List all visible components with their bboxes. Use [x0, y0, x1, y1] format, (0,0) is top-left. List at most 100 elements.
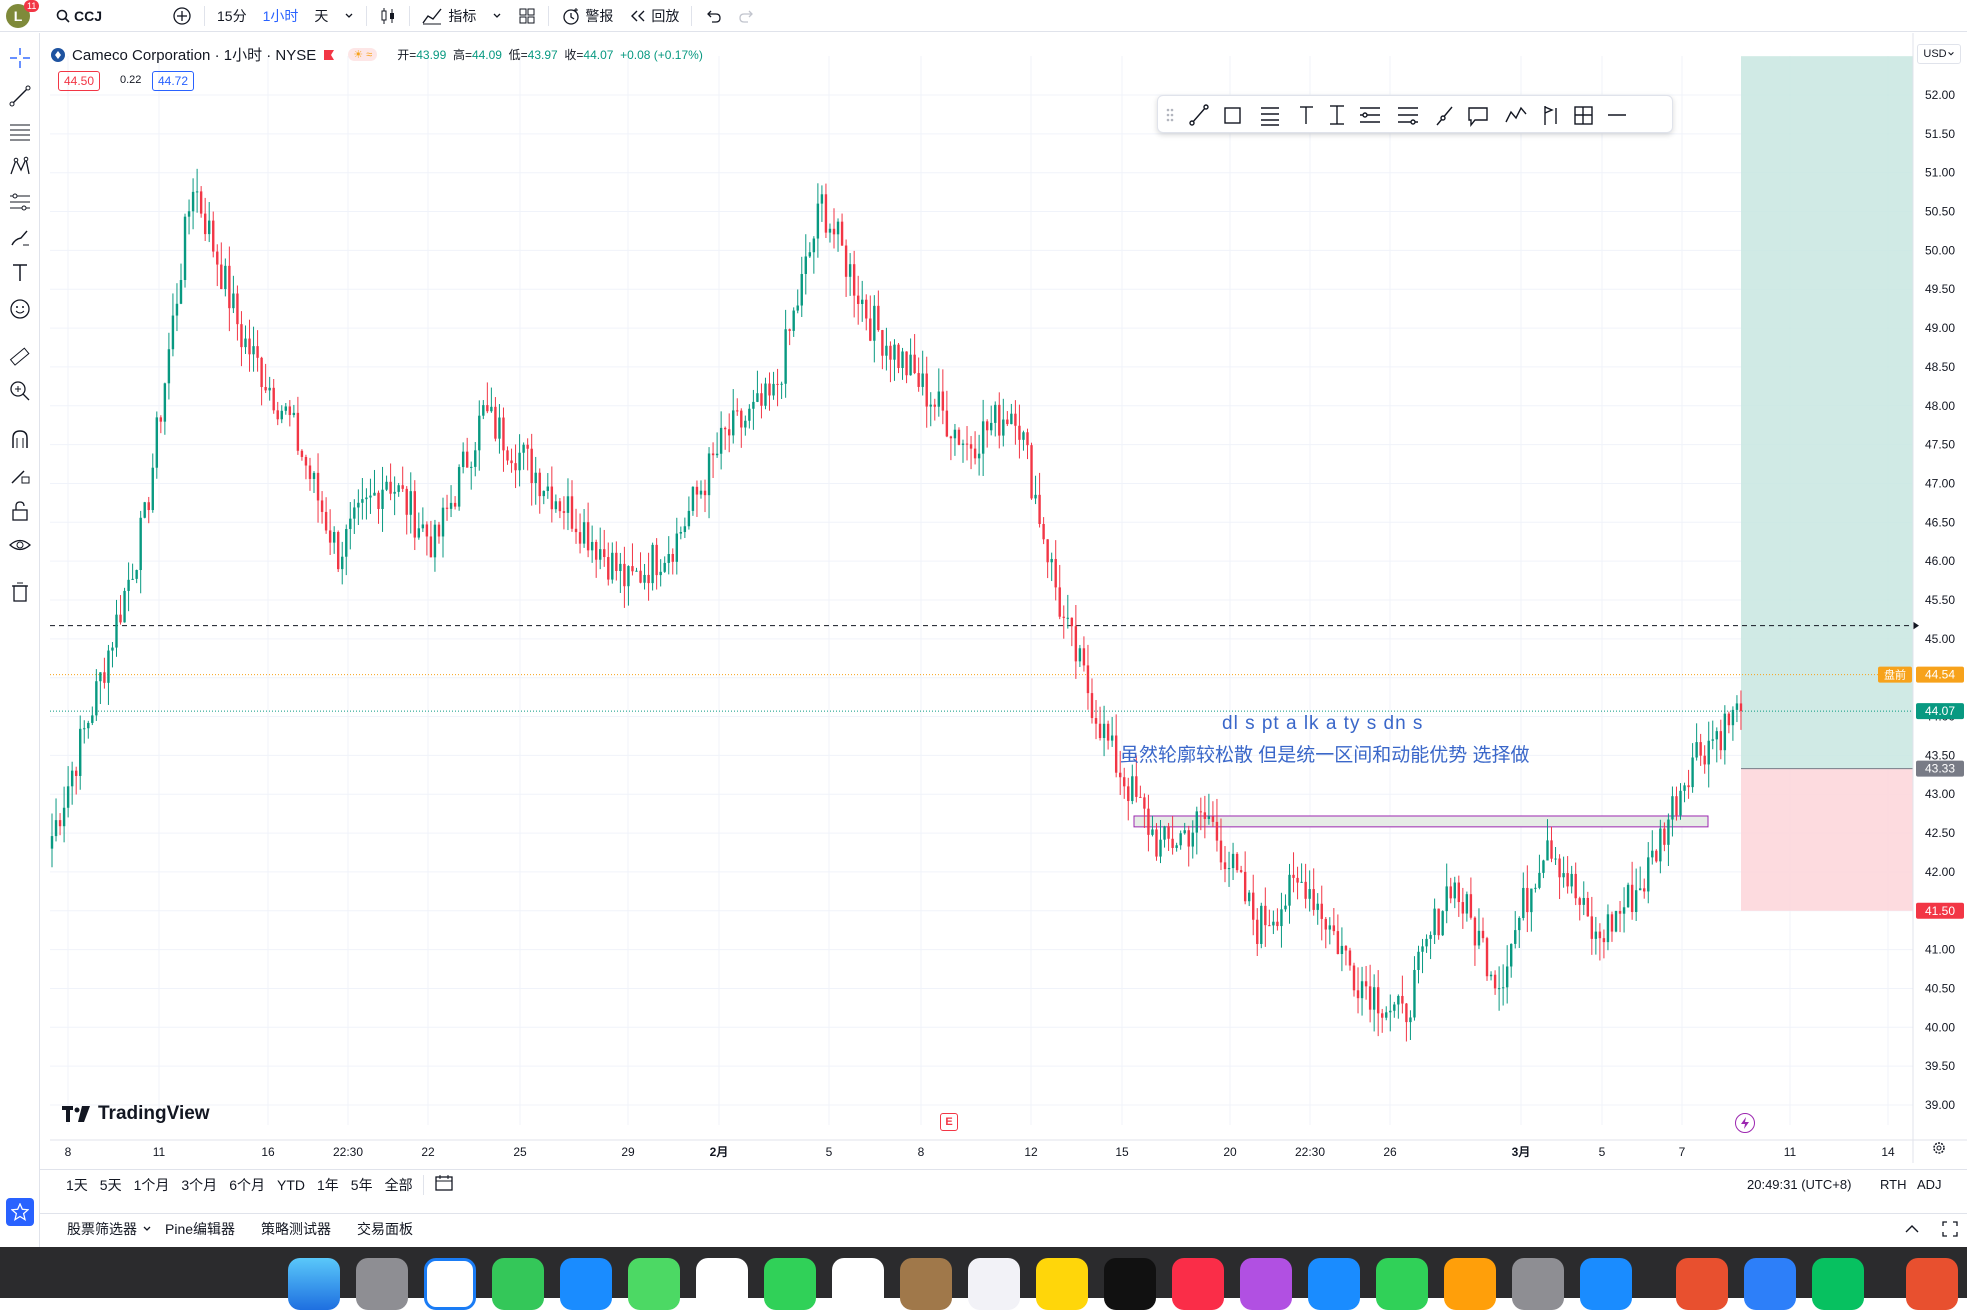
candle-body	[546, 486, 550, 491]
candle-body	[66, 786, 70, 808]
market-status-badge[interactable]: ☀ ≈	[348, 48, 378, 61]
crosshair-tool[interactable]	[8, 46, 32, 70]
forecast-tool[interactable]	[8, 190, 32, 214]
candle-body	[562, 511, 566, 513]
replay-button[interactable]: 回放	[621, 0, 687, 32]
measure-tool[interactable]	[8, 345, 32, 369]
tab-trading-panel[interactable]: 交易面板	[357, 1220, 414, 1237]
range-1d[interactable]: 1天	[66, 1176, 88, 1193]
app-store-icon[interactable]	[1580, 1258, 1632, 1310]
currency-selector[interactable]: USD	[1917, 44, 1961, 64]
adjust-toggle[interactable]: ADJ	[1917, 1177, 1942, 1192]
tradingview-logo[interactable]: TradingView	[62, 1103, 210, 1125]
candle-body	[647, 574, 650, 584]
candle-body	[276, 410, 279, 420]
pattern-tool[interactable]	[8, 155, 32, 179]
podcasts-icon[interactable]	[1240, 1258, 1292, 1310]
emoji-tool[interactable]	[8, 297, 32, 321]
photos-icon[interactable]	[696, 1258, 748, 1310]
app-icon-red[interactable]	[1676, 1258, 1728, 1310]
goto-date-button[interactable]	[428, 1174, 460, 1195]
brush-tool[interactable]	[8, 226, 32, 250]
range-5y[interactable]: 5年	[350, 1176, 373, 1193]
calendar-icon[interactable]	[832, 1258, 884, 1310]
range-all[interactable]: 全部	[384, 1176, 413, 1193]
candle-body	[711, 453, 715, 456]
contacts-icon[interactable]	[900, 1258, 952, 1310]
lock-all-tool[interactable]	[8, 499, 32, 523]
facetime-icon[interactable]	[764, 1258, 816, 1310]
pencil-lock-icon	[11, 470, 30, 484]
chart-annotation-line2[interactable]: 虽然轮廓较松散 但是统一区间和动能优势 选择做	[1120, 745, 1530, 766]
tab-stock-screener[interactable]: 股票筛选器	[67, 1220, 137, 1237]
pages-icon[interactable]	[1444, 1258, 1496, 1310]
remove-drawings-tool[interactable]	[8, 580, 32, 604]
app-icon-orange[interactable]	[1906, 1258, 1958, 1310]
interval-15m[interactable]: 15分	[217, 7, 247, 24]
maximize-icon[interactable]	[1942, 1220, 1958, 1237]
price-tick-label: 50.00	[1925, 243, 1955, 257]
earnings-marker[interactable]: E	[940, 1113, 958, 1131]
trend-line-tool[interactable]	[8, 84, 32, 108]
messages-icon[interactable]	[492, 1258, 544, 1310]
undo-button[interactable]	[696, 0, 730, 32]
numbers-icon[interactable]	[1376, 1258, 1428, 1310]
favorites-tool[interactable]	[6, 1198, 34, 1226]
indicators-dropdown[interactable]	[484, 0, 510, 32]
range-ytd[interactable]: YTD	[276, 1176, 305, 1193]
interval-dropdown[interactable]	[336, 0, 362, 32]
mail-icon[interactable]	[560, 1258, 612, 1310]
chart-annotation-line1[interactable]: dl s pt a lk a ty s dn s	[1222, 713, 1424, 734]
wechat-icon[interactable]	[1812, 1258, 1864, 1310]
maps-icon[interactable]	[628, 1258, 680, 1310]
reminders-icon[interactable]	[968, 1258, 1020, 1310]
candle-body	[470, 466, 473, 468]
chevron-down-icon[interactable]	[142, 1224, 152, 1234]
interval-1h[interactable]: 1小时	[262, 7, 299, 24]
chevron-up-icon[interactable]	[1904, 1223, 1920, 1235]
range-1m[interactable]: 1个月	[133, 1176, 170, 1193]
interval-1d[interactable]: 天	[314, 7, 329, 24]
redo-button[interactable]	[730, 0, 764, 32]
safari-icon[interactable]	[424, 1258, 476, 1310]
event-marker[interactable]	[1735, 1113, 1755, 1133]
hide-tool[interactable]	[8, 533, 32, 557]
layout-templates-button[interactable]	[510, 0, 544, 32]
session-toggle[interactable]: RTH	[1880, 1177, 1907, 1192]
finder-icon[interactable]	[288, 1258, 340, 1310]
zoom-tool[interactable]	[8, 379, 32, 403]
clock-readout[interactable]: 20:49:31 (UTC+8)	[1747, 1177, 1852, 1192]
axis-settings-button[interactable]	[1931, 1140, 1947, 1161]
compare-symbol-button[interactable]	[164, 0, 200, 32]
keynote-icon[interactable]	[1308, 1258, 1360, 1310]
tab-pine-editor[interactable]: Pine编辑器	[165, 1220, 236, 1237]
music-icon[interactable]	[1172, 1258, 1224, 1310]
range-1y[interactable]: 1年	[316, 1176, 339, 1193]
chart-type-button[interactable]	[371, 0, 405, 32]
lock-drawing-tool[interactable]	[8, 463, 32, 487]
notes-icon[interactable]	[1036, 1258, 1088, 1310]
magnet-tool[interactable]	[8, 427, 32, 451]
candle-body	[961, 443, 965, 445]
app-icon-blue[interactable]	[1744, 1258, 1796, 1310]
alert-button[interactable]: 警报	[553, 0, 621, 32]
fib-tool[interactable]	[8, 120, 32, 144]
range-3m[interactable]: 3个月	[181, 1176, 218, 1193]
range-5d[interactable]: 5天	[99, 1176, 122, 1193]
time-tick-label: 14	[1881, 1145, 1895, 1159]
candle-body	[1155, 829, 1158, 857]
text-tool[interactable]	[8, 261, 32, 285]
indicators-button[interactable]: 指标	[414, 0, 484, 32]
ask-price-button[interactable]: 44.72	[152, 71, 195, 91]
apple-tv-icon[interactable]	[1104, 1258, 1156, 1310]
launchpad-icon[interactable]	[356, 1258, 408, 1310]
tab-strategy-tester[interactable]: 策略测试器	[261, 1220, 332, 1237]
range-6m[interactable]: 6个月	[229, 1176, 265, 1193]
candle-body	[357, 502, 360, 508]
candle-body	[655, 544, 658, 576]
bid-price-button[interactable]: 44.50	[58, 71, 101, 91]
system-settings-icon[interactable]	[1512, 1258, 1564, 1310]
symbol-search[interactable]: CCJ	[48, 0, 110, 32]
candle-body	[1739, 703, 1743, 712]
